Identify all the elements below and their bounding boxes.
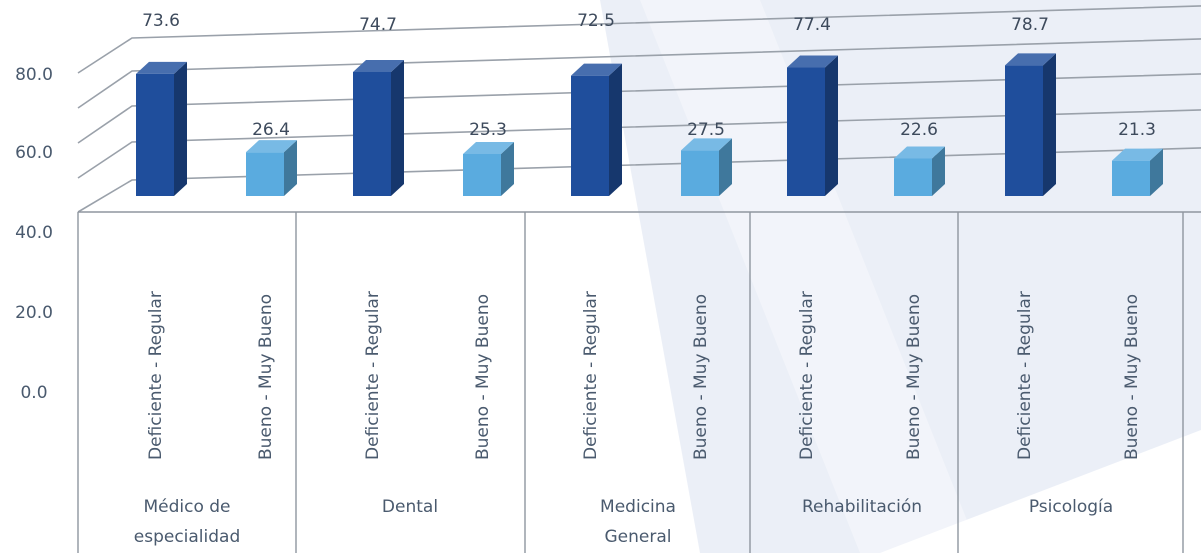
bar xyxy=(463,142,514,196)
bar-side xyxy=(825,55,838,197)
bar-side xyxy=(719,138,732,196)
bar-front xyxy=(681,150,719,196)
gridline xyxy=(77,147,1201,213)
bar-side xyxy=(391,59,404,196)
bar xyxy=(246,140,297,196)
subcategory-label: Deficiente - Regular xyxy=(363,291,383,460)
bar xyxy=(787,55,838,197)
bar-side xyxy=(1043,53,1056,196)
bar-front xyxy=(136,73,174,196)
y-tick-label: 80.0 xyxy=(15,65,53,85)
subcategory-label: Deficiente - Regular xyxy=(581,291,601,460)
data-label: 73.6 xyxy=(142,11,180,31)
subcategory-label: Bueno - Muy Bueno xyxy=(256,294,276,460)
bar xyxy=(1112,148,1163,196)
subcategory-label: Bueno - Muy Bueno xyxy=(473,294,493,460)
bar xyxy=(136,61,187,196)
data-label: 72.5 xyxy=(577,11,615,31)
bar xyxy=(353,59,404,196)
gridline xyxy=(77,109,1201,179)
bar-front xyxy=(1112,160,1150,196)
bar-front xyxy=(246,152,284,196)
bar-top xyxy=(1005,53,1056,66)
subcategory-label: Bueno - Muy Bueno xyxy=(904,294,924,460)
bar-top xyxy=(353,59,404,72)
data-label: 27.5 xyxy=(687,120,725,140)
labels-layer: 73.6 74.7 72.5 77.4 78.7 26.4 25.3 27.5 22.6 21.3… xyxy=(134,11,1156,547)
bar-side xyxy=(932,146,945,196)
y-tick-label: 40.0 xyxy=(15,223,53,243)
bar-front xyxy=(353,71,391,196)
gridline xyxy=(77,38,1201,109)
category-table xyxy=(77,211,1201,553)
bar-top xyxy=(681,138,732,151)
y-axis-ticks: 80.0 60.0 40.0 20.0 0.0 xyxy=(15,65,53,403)
bar-front xyxy=(1005,65,1043,196)
y-tick-label: 20.0 xyxy=(15,303,53,323)
category-label: Medicina xyxy=(600,497,676,517)
gridline xyxy=(77,5,1201,74)
data-label: 74.7 xyxy=(359,15,397,35)
bar-front xyxy=(894,158,932,196)
bar-top xyxy=(894,146,945,159)
bars-layer xyxy=(136,53,1163,197)
category-label: General xyxy=(605,527,672,547)
y-tick-label: 60.0 xyxy=(15,143,53,163)
bar-side xyxy=(609,63,622,197)
data-label: 21.3 xyxy=(1118,120,1156,140)
bar-side xyxy=(174,61,187,196)
data-label: 22.6 xyxy=(900,120,938,140)
gridline xyxy=(77,73,1201,144)
data-label: 26.4 xyxy=(252,120,290,140)
bar-top xyxy=(1112,148,1163,161)
bar xyxy=(681,138,732,196)
bar xyxy=(894,146,945,196)
y-tick-label: 0.0 xyxy=(20,383,47,403)
category-label: Rehabilitación xyxy=(802,497,922,517)
subcategory-label: Bueno - Muy Bueno xyxy=(691,294,711,460)
bar-top xyxy=(136,61,187,74)
category-label: especialidad xyxy=(134,527,241,547)
bar xyxy=(571,63,622,197)
category-label: Médico de xyxy=(143,497,230,517)
bar-top xyxy=(246,140,297,153)
watermark-stripe xyxy=(640,0,980,553)
category-label: Psicología xyxy=(1029,497,1113,517)
gridlines xyxy=(77,5,1201,213)
data-label: 25.3 xyxy=(469,120,507,140)
bar-top xyxy=(787,55,838,68)
bar-front xyxy=(463,154,501,196)
bar xyxy=(1005,53,1056,196)
data-label: 78.7 xyxy=(1011,15,1049,35)
bar-top xyxy=(463,142,514,155)
subcategory-label: Deficiente - Regular xyxy=(797,291,817,460)
data-label: 77.4 xyxy=(793,15,831,35)
subcategory-label: Deficiente - Regular xyxy=(1015,291,1035,460)
bar-front xyxy=(787,67,825,197)
subcategory-label: Bueno - Muy Bueno xyxy=(1122,294,1142,460)
category-label: Dental xyxy=(382,497,438,517)
bar-top xyxy=(571,63,622,76)
bar-front xyxy=(571,75,609,196)
bar-side xyxy=(501,142,514,196)
bar-side xyxy=(284,140,297,196)
bar-side xyxy=(1150,148,1163,196)
subcategory-label: Deficiente - Regular xyxy=(146,291,166,460)
